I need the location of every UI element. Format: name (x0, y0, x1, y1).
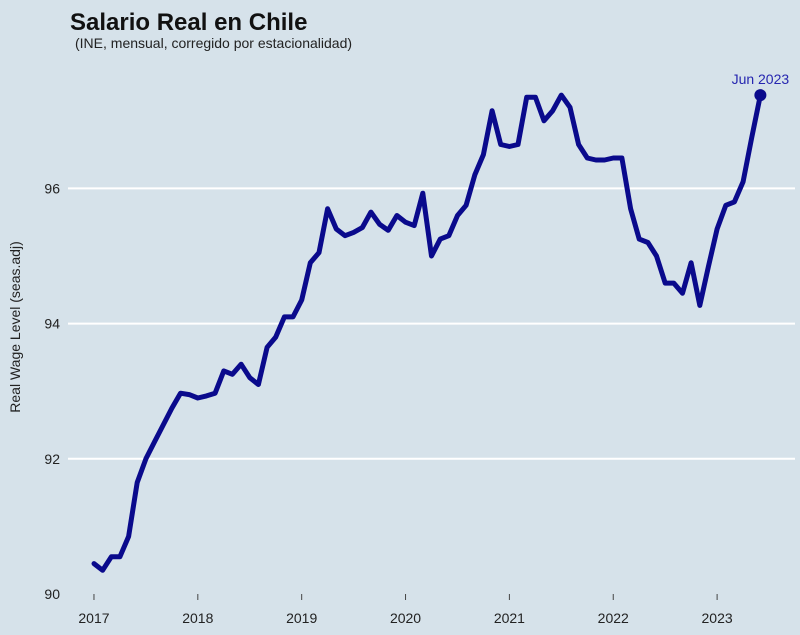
x-tick-label: 2020 (390, 610, 421, 626)
grid-lines (68, 187, 795, 460)
annotation-group: Jun 2023 (732, 71, 790, 102)
x-tick-label: 2018 (182, 610, 213, 626)
y-tick-labels: 90 92 94 96 (44, 180, 60, 602)
endpoint-label: Jun 2023 (732, 71, 790, 87)
x-tick-label: 2022 (598, 610, 629, 626)
x-tick-label: 2019 (286, 610, 317, 626)
endpoint-marker (754, 89, 767, 102)
x-ticks: 2017 2018 2019 2020 2021 2022 2023 (78, 594, 733, 626)
chart-subtitle: (INE, mensual, corregido por estacionali… (75, 35, 352, 51)
y-tick-label: 92 (44, 451, 60, 467)
y-tick-label: 94 (44, 316, 60, 332)
y-axis-label: Real Wage Level (seas.adj) (7, 241, 23, 412)
x-tick-label: 2017 (78, 610, 109, 626)
y-tick-label: 96 (44, 180, 60, 196)
chart-title: Salario Real en Chile (70, 9, 307, 36)
series-line (91, 92, 763, 573)
x-tick-label: 2021 (494, 610, 525, 626)
x-tick-label: 2023 (702, 610, 733, 626)
y-tick-label: 90 (44, 586, 60, 602)
series-group (91, 92, 763, 573)
